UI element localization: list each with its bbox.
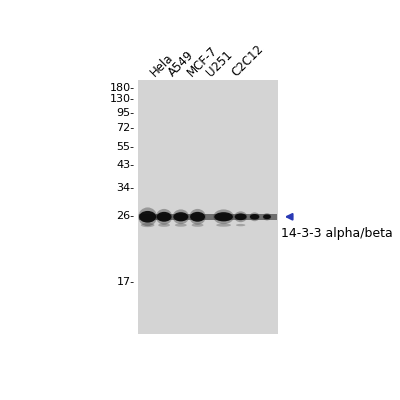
- Ellipse shape: [158, 223, 170, 227]
- Text: C2C12: C2C12: [230, 42, 266, 79]
- Text: 43-: 43-: [116, 160, 135, 170]
- Text: 14-3-3 alpha/beta: 14-3-3 alpha/beta: [281, 227, 393, 240]
- Text: 17-: 17-: [116, 277, 135, 287]
- Ellipse shape: [235, 213, 246, 220]
- Bar: [139, 214, 277, 220]
- Ellipse shape: [190, 212, 205, 222]
- Ellipse shape: [138, 208, 157, 226]
- Text: 26-: 26-: [116, 211, 135, 221]
- Ellipse shape: [141, 223, 154, 227]
- Text: MCF-7: MCF-7: [185, 44, 220, 79]
- Text: A549: A549: [166, 48, 197, 79]
- Ellipse shape: [192, 223, 204, 227]
- Ellipse shape: [263, 214, 271, 219]
- Ellipse shape: [236, 224, 245, 226]
- Ellipse shape: [216, 224, 231, 227]
- Ellipse shape: [173, 212, 188, 222]
- Ellipse shape: [234, 211, 247, 222]
- Bar: [138, 80, 278, 334]
- Ellipse shape: [250, 212, 260, 221]
- Text: 180-: 180-: [110, 83, 135, 93]
- Ellipse shape: [173, 209, 189, 224]
- Ellipse shape: [157, 212, 172, 222]
- Ellipse shape: [189, 209, 206, 225]
- Text: Hela: Hela: [148, 51, 176, 79]
- Ellipse shape: [250, 214, 259, 220]
- Text: 130-: 130-: [110, 94, 135, 104]
- Ellipse shape: [156, 209, 172, 225]
- Text: 34-: 34-: [116, 183, 135, 193]
- Ellipse shape: [139, 211, 156, 223]
- Ellipse shape: [175, 224, 187, 227]
- Text: 72-: 72-: [116, 123, 135, 133]
- Text: 95-: 95-: [116, 108, 135, 118]
- Ellipse shape: [213, 209, 234, 224]
- Ellipse shape: [214, 212, 233, 222]
- Text: U251: U251: [204, 48, 234, 79]
- Text: 55-: 55-: [117, 142, 135, 152]
- Ellipse shape: [263, 213, 271, 220]
